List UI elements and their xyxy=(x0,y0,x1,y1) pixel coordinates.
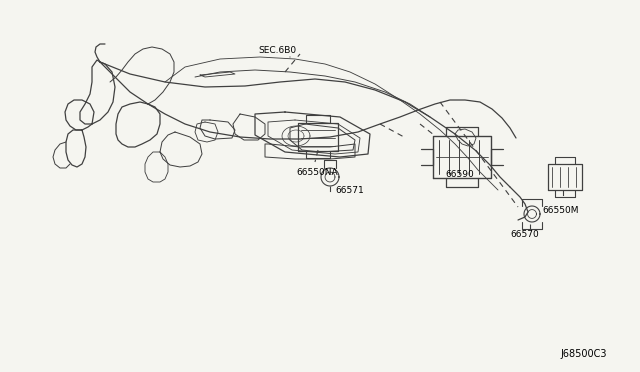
Text: 66590: 66590 xyxy=(445,170,474,179)
Text: 66570: 66570 xyxy=(510,230,539,238)
Text: SEC.6B0: SEC.6B0 xyxy=(258,45,296,55)
Text: 66571: 66571 xyxy=(335,186,364,195)
Text: 66550M: 66550M xyxy=(542,205,579,215)
Text: 66550NA: 66550NA xyxy=(296,167,338,176)
Text: J68500C3: J68500C3 xyxy=(560,349,607,359)
